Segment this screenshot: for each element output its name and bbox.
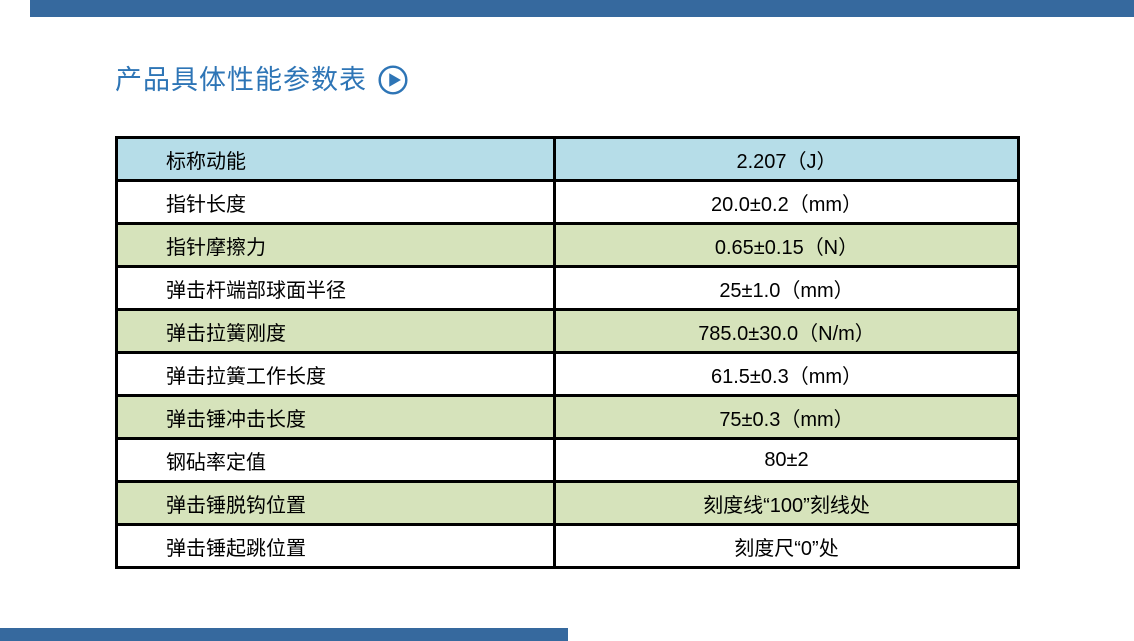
table-row: 弹击杆端部球面半径 25±1.0（mm）	[115, 265, 1020, 311]
title-row: 产品具体性能参数表	[115, 64, 408, 96]
param-value: 61.5±0.3（mm）	[553, 351, 1020, 397]
table-row: 钢砧率定值 80±2	[115, 437, 1020, 483]
play-icon	[378, 65, 408, 95]
param-value: 2.207（J）	[553, 136, 1020, 182]
table-row: 弹击锤脱钩位置 刻度线“100”刻线处	[115, 480, 1020, 526]
param-label: 弹击杆端部球面半径	[115, 265, 556, 311]
param-label: 弹击拉簧刚度	[115, 308, 556, 354]
param-label: 弹击拉簧工作长度	[115, 351, 556, 397]
param-value: 0.65±0.15（N）	[553, 222, 1020, 268]
table-row: 弹击拉簧工作长度 61.5±0.3（mm）	[115, 351, 1020, 397]
table-row: 弹击锤冲击长度 75±0.3（mm）	[115, 394, 1020, 440]
param-label: 指针长度	[115, 179, 556, 225]
param-label: 弹击锤冲击长度	[115, 394, 556, 440]
param-label: 钢砧率定值	[115, 437, 556, 483]
param-value: 20.0±0.2（mm）	[553, 179, 1020, 225]
param-label: 弹击锤脱钩位置	[115, 480, 556, 526]
param-value: 刻度尺“0”处	[553, 523, 1020, 569]
top-decor-bar	[30, 0, 1134, 17]
table-row: 标称动能 2.207（J）	[115, 136, 1020, 182]
bottom-decor-bar	[0, 628, 568, 641]
param-value: 75±0.3（mm）	[553, 394, 1020, 440]
table-row: 弹击锤起跳位置 刻度尺“0”处	[115, 523, 1020, 569]
param-value: 785.0±30.0（N/m）	[553, 308, 1020, 354]
param-label: 指针摩擦力	[115, 222, 556, 268]
param-value: 刻度线“100”刻线处	[553, 480, 1020, 526]
param-value: 80±2	[553, 437, 1020, 483]
param-label: 标称动能	[115, 136, 556, 182]
table-row: 弹击拉簧刚度 785.0±30.0（N/m）	[115, 308, 1020, 354]
spec-table: 标称动能 2.207（J） 指针长度 20.0±0.2（mm） 指针摩擦力 0.…	[115, 136, 1020, 569]
table-row: 指针长度 20.0±0.2（mm）	[115, 179, 1020, 225]
param-value: 25±1.0（mm）	[553, 265, 1020, 311]
page-title: 产品具体性能参数表	[115, 65, 367, 95]
table-row: 指针摩擦力 0.65±0.15（N）	[115, 222, 1020, 268]
param-label: 弹击锤起跳位置	[115, 523, 556, 569]
